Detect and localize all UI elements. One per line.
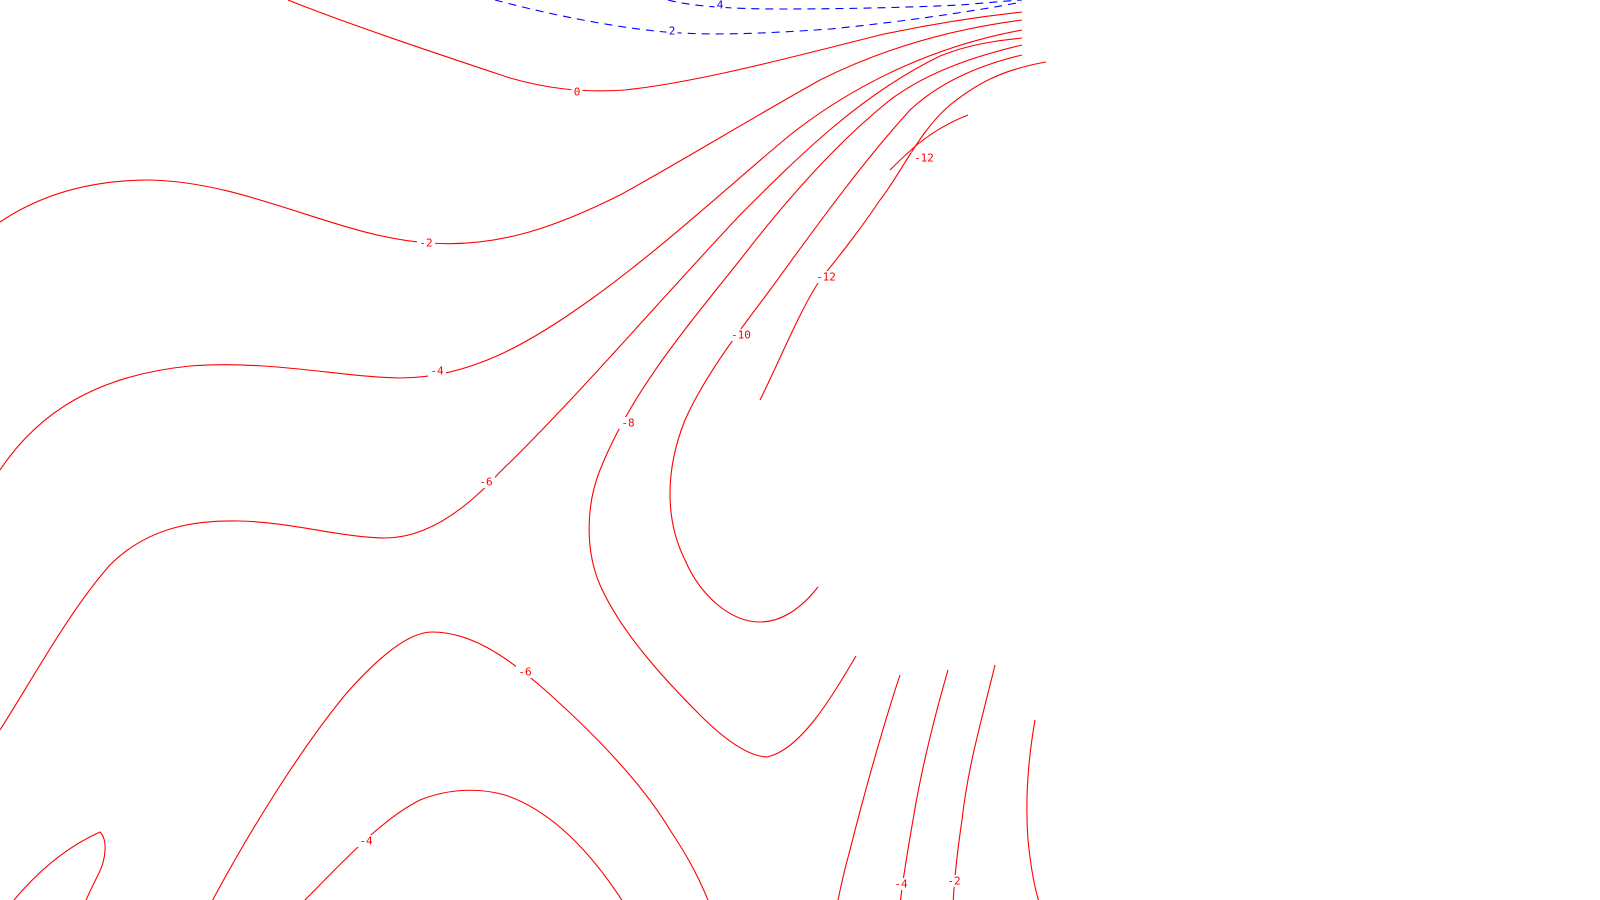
contour-line-corner-loop — [13, 831, 106, 900]
contour-label-halo — [666, 25, 678, 37]
contour-label-neg10: -10 — [731, 329, 751, 342]
contour-label-halo — [516, 666, 534, 678]
contour-label-neg6-lower: -6 — [518, 666, 531, 679]
contour-label-halo — [571, 86, 583, 98]
contour-label-halo — [911, 152, 937, 164]
contour-label-halo — [728, 329, 754, 341]
contour-label-halo — [357, 835, 375, 847]
contour-line-pos-4 — [667, 0, 1023, 10]
contour-line-right-b — [899, 669, 949, 900]
contour-label-pos-4: 4 — [717, 0, 724, 12]
contour-label-pos-2: 2 — [669, 25, 676, 38]
contour-label-neg4-left: -4 — [430, 365, 444, 378]
contour-label-zero: 0 — [574, 86, 581, 99]
contour-label-neg4-lower: -4 — [359, 835, 373, 848]
contour-label-neg6-mid: -6 — [479, 476, 492, 489]
contour-line-neg10 — [669, 54, 1023, 623]
contour-label-neg8: -8 — [621, 417, 634, 430]
contour-lines — [0, 0, 1047, 900]
contour-line-neg12-inner — [889, 114, 969, 171]
contour-line-zero — [287, 0, 1023, 92]
contour-label-halo — [477, 476, 495, 488]
contour-line-neg12-outer — [759, 61, 1047, 401]
contour-line-neg6-lower — [212, 631, 709, 900]
contour-label-halo — [428, 365, 446, 377]
contour-line-neg4-lower — [304, 789, 623, 900]
contour-line-pos-2 — [494, 0, 1023, 35]
contour-label-halo — [813, 271, 839, 283]
contour-line-right-a — [837, 674, 901, 900]
contour-label-neg4-right: -4 — [894, 878, 908, 891]
contour-label-halo — [714, 0, 726, 11]
contour-line-neg8 — [588, 44, 1023, 758]
contour-line-neg6-mid — [0, 37, 1023, 731]
contour-label-neg12-inner: -12 — [914, 152, 934, 165]
contour-label-halo — [417, 237, 435, 249]
contour-labels: 4 2 0 -2 -4 -6 -8 -10 -12 -12 -6 -4 -4 -2 — [357, 0, 963, 891]
contour-line-neg8-tail — [766, 655, 857, 758]
contour-label-neg12-outer: -12 — [816, 271, 836, 284]
contour-label-halo — [945, 875, 963, 887]
contour-line-right-d — [1026, 719, 1040, 900]
contour-label-halo — [619, 417, 637, 429]
contour-line-neg2-left — [0, 19, 1023, 245]
contour-label-neg2-right: -2 — [947, 875, 960, 888]
contour-line-right-c — [952, 664, 996, 900]
contour-label-halo — [892, 878, 910, 890]
contour-label-neg2-left: -2 — [419, 237, 432, 250]
contour-line-neg4-left — [0, 29, 1023, 471]
